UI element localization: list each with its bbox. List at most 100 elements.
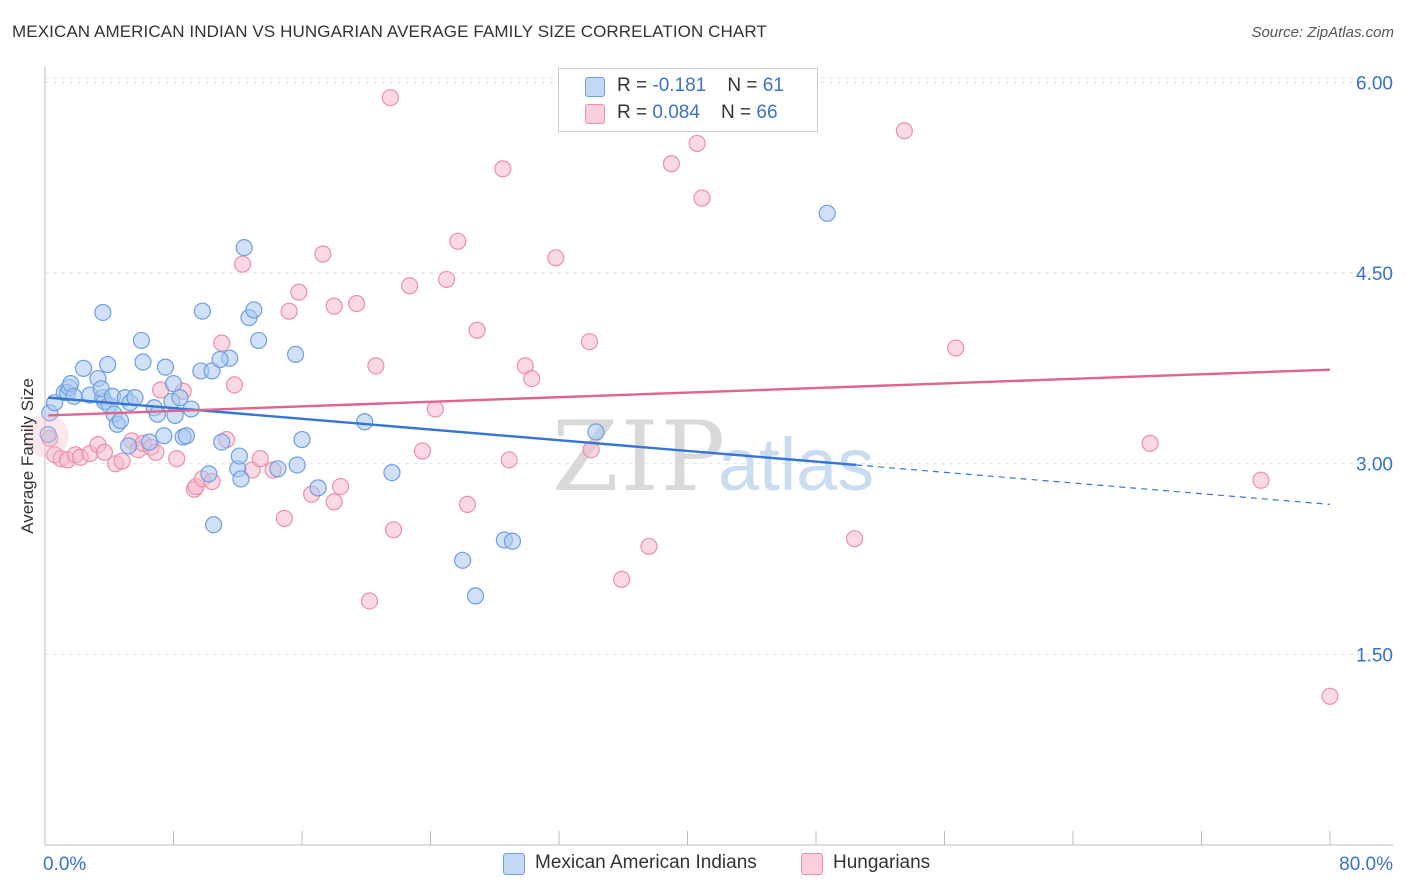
mexican-american-indian-point [200, 465, 218, 483]
mexican-american-indian-point [309, 479, 327, 497]
mexican-american-indian-point [148, 405, 167, 423]
chart-source: Source: ZipAtlas.com [1251, 24, 1394, 41]
trend-line-mexican-american-indians [48, 396, 857, 467]
mexican-american-indian-point [466, 587, 485, 605]
hungarian-point [693, 189, 711, 207]
hungarian-point [280, 302, 298, 320]
hungarian-point [314, 245, 332, 263]
y-tick-label: 3.00 [1356, 455, 1393, 476]
mexican-american-indian-point [193, 302, 212, 320]
hungarian-point [640, 537, 658, 555]
hungarian-point [24, 413, 69, 458]
hungarian-point [413, 442, 432, 460]
legend-text: R = -0.181 N = 61 [617, 75, 784, 96]
mexican-american-indian-point [171, 389, 189, 407]
mexican-american-indian-point [134, 353, 152, 371]
mexican-american-indian-point [587, 423, 605, 441]
mexican-american-indian-point [155, 427, 173, 445]
hungarian-point [547, 249, 565, 267]
tick-labels: 1.50 3.00 4.50 6.00 0.0% 80.0% [43, 73, 1393, 875]
hungarian-point [1252, 471, 1270, 489]
mexican-american-indian-point [454, 551, 472, 569]
hungarian-point [449, 232, 467, 250]
trend-line-extension [856, 464, 1331, 505]
legend-swatch-pink [801, 853, 823, 875]
legend-swatch-blue [503, 853, 525, 875]
hungarian-point [947, 339, 965, 357]
y-tick-label: 6.00 [1356, 73, 1393, 94]
mexican-american-indian-point [140, 433, 159, 451]
watermark: ZIP atlas [552, 401, 874, 513]
mexican-american-indian-point [269, 460, 287, 478]
hungarian-point [113, 452, 131, 470]
axes [44, 67, 1393, 846]
mexican-american-indian-point [818, 204, 836, 222]
legend-label: Hungarians [833, 852, 931, 873]
hungarian-point [168, 450, 186, 468]
hungarian-point [325, 297, 343, 315]
hungarian-point [348, 294, 366, 313]
mexican-american-indian-point [293, 430, 311, 449]
mexican-american-indian-point [205, 516, 223, 534]
hungarian-point [331, 477, 350, 496]
trend-lines [48, 368, 1331, 505]
hungarian-point [895, 122, 913, 140]
hungarian-point [523, 369, 541, 388]
hungarian-point [213, 334, 231, 352]
hungarian-point [275, 509, 293, 527]
x-tick-label: 80.0% [1339, 854, 1393, 875]
y-axis-label: Average Family Size [18, 378, 37, 534]
mexican-american-indian-point [356, 413, 374, 431]
hungarian-point [251, 450, 269, 468]
hungarian-point [233, 255, 252, 273]
mexican-american-indian-point [235, 239, 253, 257]
watermark-zip: ZIP [552, 401, 727, 513]
mexican-american-indian-point [230, 447, 248, 465]
mexican-american-indian-point [39, 425, 57, 444]
hungarian-point [290, 283, 308, 301]
mexican-american-indian-point [232, 470, 250, 488]
mexican-american-indian-point [245, 301, 263, 319]
legend-text: R = 0.084 N = 66 [617, 102, 778, 123]
gridlines [45, 77, 1393, 655]
hungarian-point [381, 89, 399, 107]
mexican-american-indian-point [119, 437, 138, 455]
legend-label: Mexican American Indians [535, 852, 757, 873]
mexican-american-indian-point [213, 433, 231, 451]
hungarian-point [384, 521, 403, 539]
mexican-american-indian-point [99, 355, 117, 374]
mexican-american-indian-point [177, 427, 195, 445]
legend-swatch-pink [585, 104, 605, 124]
y-tick-label: 4.50 [1356, 264, 1393, 285]
trend-line-hungarians [48, 368, 1331, 417]
hungarian-point [437, 270, 456, 289]
hungarian-point [1141, 434, 1159, 452]
hungarian-point [468, 321, 486, 339]
hungarian-point [426, 400, 444, 418]
chart-title: MEXICAN AMERICAN INDIAN VS HUNGARIAN AVE… [12, 22, 767, 41]
mexican-american-indian-point [164, 375, 183, 393]
hungarian-point [360, 592, 379, 610]
data-points [24, 89, 1339, 705]
mexican-american-indian-point [111, 411, 130, 430]
hungarian-point [580, 333, 599, 351]
hungarian-point [662, 155, 681, 173]
mexican-american-indian-point [503, 532, 522, 550]
hungarian-point [500, 451, 518, 469]
legend-swatch-blue [585, 77, 605, 97]
hungarian-point [225, 376, 244, 394]
mexican-american-indian-point [383, 464, 401, 482]
hungarian-point [401, 277, 419, 295]
x-tick-label: 0.0% [43, 854, 86, 875]
mexican-american-indian-point [211, 350, 229, 369]
mexican-american-indian-point [132, 331, 150, 350]
mexican-american-indian-point [65, 387, 83, 405]
hungarian-point [845, 530, 864, 548]
mexican-american-indian-point [156, 358, 175, 376]
hungarian-point [613, 570, 631, 588]
hungarian-point [458, 495, 477, 513]
hungarian-point [325, 493, 343, 511]
mexican-american-indian-point [286, 345, 305, 364]
correlation-legend: R = -0.181 N = 61 R = 0.084 N = 66 [558, 68, 818, 132]
